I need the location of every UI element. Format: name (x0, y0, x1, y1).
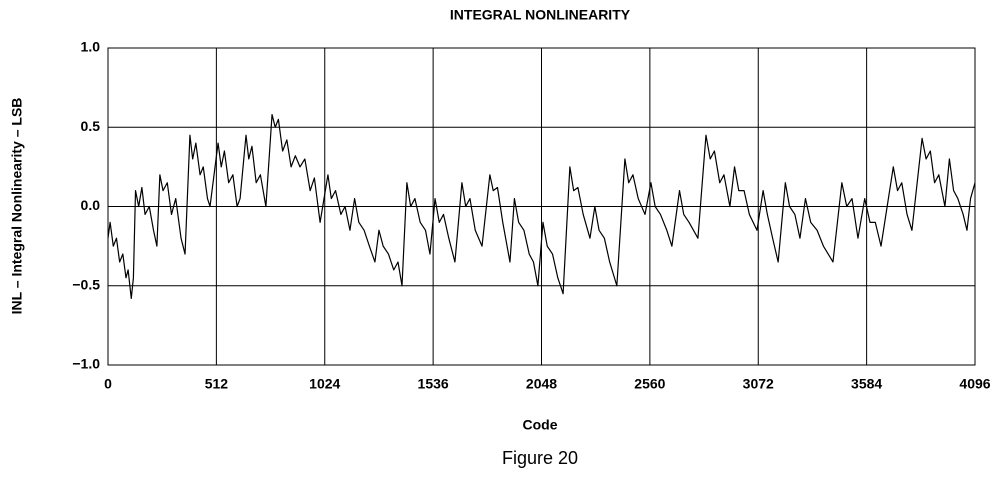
x-tick-label: 3584 (851, 376, 882, 392)
figure-caption: Figure 20 (502, 448, 578, 468)
chart-title: INTEGRAL NONLINEARITY (450, 7, 631, 23)
y-axis-label: INL – Integral Nonlinearity – LSB (9, 98, 25, 315)
x-axis-label: Code (523, 417, 558, 433)
x-tick-label: 512 (205, 376, 229, 392)
x-tick-label: 4096 (959, 376, 990, 392)
x-tick-label: 0 (104, 376, 112, 392)
y-tick-label: −1.0 (72, 356, 100, 372)
x-tick-label: 2048 (526, 376, 557, 392)
data-line (107, 113, 976, 300)
x-tick-label: 1024 (309, 376, 340, 392)
y-tick-label: −0.5 (72, 276, 100, 292)
y-tick-label: 0.0 (81, 197, 101, 213)
x-tick-label: 3072 (743, 376, 774, 392)
x-tick-label: 1536 (418, 376, 449, 392)
x-tick-label: 2560 (634, 376, 665, 392)
y-tick-label: 1.0 (81, 39, 101, 55)
y-tick-label: 0.5 (81, 118, 101, 134)
